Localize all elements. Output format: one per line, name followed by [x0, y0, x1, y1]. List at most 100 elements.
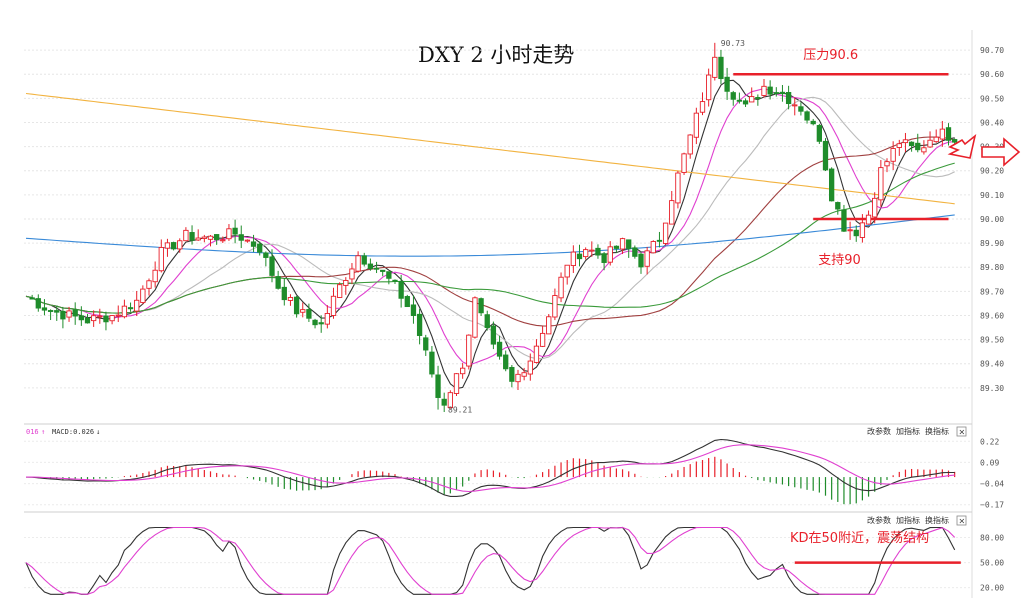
price-tick-label: 89.90 [980, 239, 1004, 248]
candle-body [41, 307, 48, 311]
candle-body [441, 398, 447, 406]
price-tick-label: 90.50 [980, 94, 1004, 103]
candle-body [761, 85, 767, 96]
candle-body [306, 309, 312, 319]
candle-body [859, 222, 866, 238]
candle-body [638, 253, 644, 268]
macd-tick-label: −0.04 [980, 480, 1004, 489]
kd-lines [25, 526, 961, 595]
macd-axis: 0.22 0.09 −0.04 −0.17 [980, 437, 1004, 509]
candle-body [890, 148, 896, 162]
candle-body [564, 264, 570, 278]
candle-body [798, 106, 804, 112]
price-tick-label: 89.40 [980, 360, 1004, 369]
macd-histogram [31, 456, 956, 505]
candle-body [349, 268, 355, 280]
candle-body [773, 92, 779, 95]
candle-body [29, 297, 35, 300]
macd-edit-params-button[interactable]: 改参数 [867, 426, 891, 436]
candle-body [822, 140, 829, 171]
candle-body [699, 101, 706, 113]
candle-body [201, 236, 207, 239]
right-arrow-icon [981, 137, 1021, 167]
macd-down-arrow-icon: ↓ [96, 428, 100, 436]
ma-line [25, 96, 955, 360]
candle-body [269, 256, 275, 276]
candle-body [361, 255, 367, 265]
candle-body [300, 309, 306, 313]
price-tick-label: 89.60 [980, 311, 1004, 320]
ma-line [25, 88, 955, 366]
macd-change-indicator-button[interactable]: 换指标 [925, 426, 949, 436]
candle-body [583, 249, 589, 258]
candle-body [810, 120, 816, 125]
candle-body [140, 288, 146, 303]
candle-body [730, 92, 736, 100]
macd-header-prefix: 016 [26, 428, 39, 436]
candle-body [447, 392, 453, 408]
candle-body [804, 111, 810, 121]
candle-body [466, 334, 472, 367]
macd-close-icon: × [959, 428, 966, 437]
direction-arrows [947, 133, 1021, 167]
kd-edit-params-button[interactable]: 改参数 [867, 515, 891, 525]
candle-body [607, 246, 613, 263]
candle-body [115, 314, 121, 317]
candle-body [416, 313, 423, 336]
candle-body [945, 127, 952, 141]
kd-close-button[interactable] [956, 515, 967, 526]
macd-tick-label: −0.17 [980, 501, 1004, 510]
candle-body [213, 234, 220, 241]
candle-body [72, 309, 78, 317]
candle-body [558, 276, 564, 299]
kd-panel: 改参数 加指标 换指标 × 80.00 50.00 20.00 KD在50附近，震荡… [24, 511, 1004, 595]
candle-body [779, 91, 786, 95]
candle-body [183, 229, 189, 242]
candle-body [337, 284, 343, 298]
candle-body [675, 172, 681, 204]
kd-tick-label: 20.00 [980, 584, 1004, 593]
macd-add-indicator-button[interactable]: 加指标 [896, 426, 920, 436]
candle-body [355, 255, 361, 272]
candle-body [226, 228, 232, 240]
macd-close-button[interactable] [956, 426, 967, 437]
candle-body [127, 307, 134, 310]
candle-body [220, 239, 226, 242]
candle-body [589, 249, 595, 252]
candle-body [54, 310, 60, 313]
candle-body [435, 374, 441, 398]
price-tick-label: 90.40 [980, 118, 1004, 127]
candle-body [490, 325, 497, 345]
candle-body [952, 139, 958, 143]
candle-body [509, 366, 515, 382]
candle-body [478, 298, 484, 314]
candle-body [829, 168, 835, 202]
candle-body [207, 235, 214, 240]
kd-change-indicator-button[interactable]: 换指标 [925, 515, 949, 525]
ma-line [25, 92, 955, 205]
macd-panel: 016 ↑ MACD:0.026 ↓ 改参数 加指标 换指标 × 0.22 0.0… [24, 423, 1004, 510]
price-tick-label: 89.50 [980, 336, 1004, 345]
candle-body [263, 252, 269, 258]
candle-body [884, 161, 890, 167]
kd-add-indicator-button[interactable]: 加指标 [896, 515, 920, 525]
candle-body [275, 276, 281, 289]
candle-body [170, 242, 177, 250]
candle-body [503, 354, 509, 370]
candle-body [546, 316, 552, 335]
candle-body [872, 197, 878, 218]
price-tick-label: 90.20 [980, 167, 1004, 176]
candle-body [66, 310, 72, 318]
candle-body [792, 104, 798, 107]
candle-body [343, 280, 349, 286]
macd-tick-label: 0.22 [980, 437, 999, 446]
candle-body [257, 243, 263, 253]
candle-body [687, 134, 693, 155]
candle-body [724, 76, 730, 92]
candle-body [293, 296, 300, 315]
candle-body [78, 315, 85, 321]
candle-body [742, 100, 749, 105]
kd-tick-label: 80.00 [980, 534, 1004, 543]
